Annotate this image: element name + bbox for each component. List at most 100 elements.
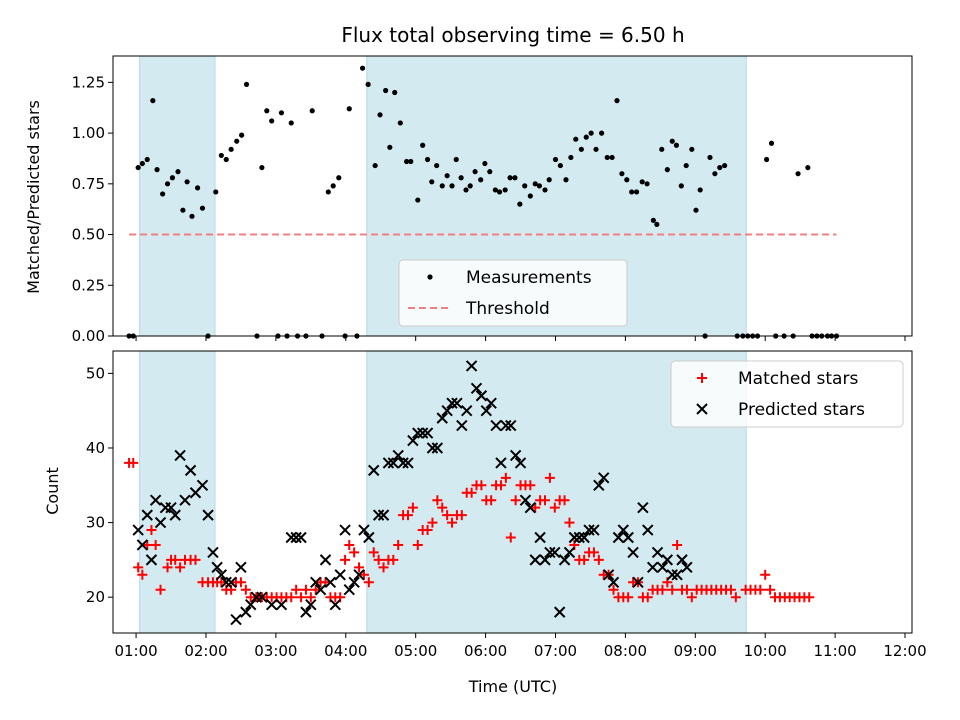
matched-star-point (175, 562, 186, 573)
predicted-star-point (441, 404, 453, 417)
matched-star-point (456, 510, 467, 521)
predicted-star-point (568, 531, 581, 544)
measurement-point (740, 333, 746, 339)
predicted-star-point (165, 501, 177, 514)
legend-handle-dot (427, 274, 433, 280)
measurement-point (795, 171, 801, 177)
measurement-point (669, 138, 675, 144)
predicted-star-point (319, 554, 332, 566)
measurement-point (330, 183, 336, 189)
x-tick-label: 09:00 (674, 642, 717, 660)
predicted-star-point (661, 554, 674, 566)
y-tick-label: 0.00 (72, 327, 105, 345)
predicted-star-point (539, 554, 551, 566)
x-tick-label: 10:00 (744, 642, 787, 660)
measurement-point (397, 120, 403, 126)
predicted-star-point (622, 531, 634, 544)
predicted-star-point (169, 509, 181, 521)
measurement-point (517, 201, 523, 207)
measurement-point (175, 169, 181, 175)
matched-star-point (672, 539, 683, 550)
x-tick-label: 02:00 (184, 642, 227, 660)
measurement-point (278, 110, 285, 116)
predicted-star-point (461, 404, 473, 417)
matched-star-point (368, 547, 379, 558)
predicted-star-point (563, 546, 576, 559)
predicted-star-point (475, 390, 488, 402)
predicted-star-point (339, 524, 351, 536)
series-measurements (126, 65, 840, 339)
measurement-point (303, 333, 309, 339)
predicted-star-point (310, 576, 322, 588)
predicted-star-point (348, 576, 360, 588)
measurement-point (434, 162, 440, 169)
predicted-star-point (256, 591, 268, 603)
predicted-star-point (465, 360, 478, 372)
measurement-point (536, 183, 543, 189)
predicted-star-point (358, 524, 370, 536)
predicted-star-point (149, 494, 162, 506)
matched-star-point (291, 584, 302, 595)
measurement-point (184, 179, 190, 185)
measurement-point (790, 333, 796, 339)
matched-star-point (765, 584, 776, 595)
measurement-point (492, 187, 498, 193)
measurement-point (228, 146, 234, 152)
matched-star-point (476, 480, 487, 491)
measurement-point (160, 191, 166, 197)
measurement-point (467, 183, 473, 189)
measurement-point (563, 177, 569, 183)
matched-star-point (540, 495, 551, 506)
measurement-point (472, 169, 478, 175)
x-tick-label: 07:00 (534, 642, 577, 660)
matched-star-point (402, 510, 413, 521)
measurement-point (702, 333, 708, 339)
shaded-interval-1-0 (139, 350, 216, 634)
predicted-star-point (324, 576, 337, 588)
measurement-point (336, 175, 342, 181)
measurement-point (150, 98, 156, 104)
predicted-star-point (509, 449, 522, 462)
predicted-star-point (651, 546, 664, 559)
predicted-star-point (627, 546, 639, 559)
predicted-star-point (290, 531, 302, 544)
measurement-point (169, 175, 176, 181)
matched-star-point (354, 562, 365, 573)
matched-star-point (407, 502, 418, 513)
measurement-point (420, 142, 426, 148)
matched-star-point (486, 495, 497, 506)
predicted-star-point (305, 598, 317, 611)
matched-star-point (588, 547, 599, 558)
matched-star-point (412, 539, 423, 550)
measurement-point (568, 154, 574, 161)
measurement-point (683, 162, 689, 169)
matched-star-point (544, 472, 555, 483)
matched-star-point (593, 554, 604, 565)
legend-box (670, 360, 904, 428)
measurement-point (294, 333, 301, 339)
predicted-star-point (382, 457, 395, 469)
x-tick-label: 05:00 (394, 642, 437, 660)
series-predicted-stars (132, 360, 693, 626)
measurement-point (218, 152, 224, 159)
predicted-star-point (632, 576, 644, 588)
predicted-star-point (588, 524, 600, 536)
predicted-star-point (549, 546, 561, 559)
predicted-star-point (174, 449, 186, 462)
measurement-point (180, 207, 186, 213)
matched-star-point (432, 495, 443, 506)
matched-star-point (378, 562, 389, 573)
axes-frame-0 (112, 55, 913, 337)
predicted-star-point (368, 464, 380, 477)
y-tick-label: 0.50 (72, 226, 105, 244)
tick-marks: 0.00 0.25 0.50 0.75 1.00 1.25 20 30 40 50 01:00 02:… (72, 73, 927, 660)
predicted-star-point (141, 509, 153, 521)
measurement-point (269, 118, 275, 124)
matched-star-point (447, 517, 458, 528)
measurement-point (532, 181, 538, 187)
measurement-point (717, 164, 723, 171)
matched-star-point (510, 495, 521, 506)
matched-star-point (579, 554, 590, 565)
measurement-point (764, 156, 770, 163)
measurement-point (359, 65, 366, 71)
